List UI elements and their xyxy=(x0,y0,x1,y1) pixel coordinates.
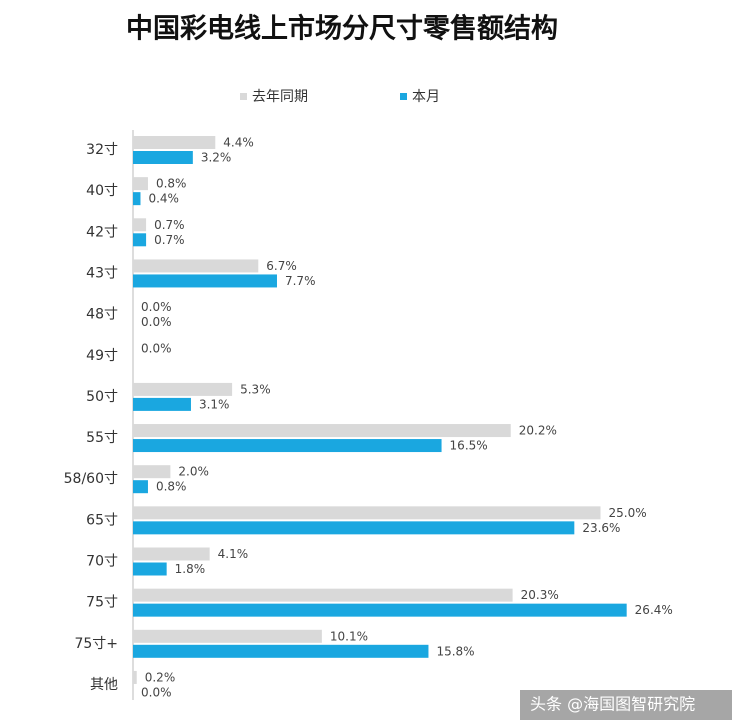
value-label: 20.3% xyxy=(521,588,559,602)
bar xyxy=(133,177,148,191)
value-label: 7.7% xyxy=(285,274,316,288)
y-tick-label: 65寸 xyxy=(86,512,118,528)
legend-swatch xyxy=(400,93,407,100)
value-label: 10.1% xyxy=(330,629,368,643)
value-label: 0.0% xyxy=(141,685,172,699)
value-label: 25.0% xyxy=(609,506,647,520)
value-label: 0.0% xyxy=(141,300,172,314)
y-tick-label: 50寸 xyxy=(86,389,118,405)
value-label: 0.7% xyxy=(154,218,185,232)
y-tick-label: 40寸 xyxy=(86,183,118,199)
y-tick-label: 32寸 xyxy=(86,142,118,158)
y-tick-label: 75寸+ xyxy=(74,636,118,652)
y-tick-label: 42寸 xyxy=(86,224,118,240)
bar xyxy=(133,603,627,617)
value-label: 4.1% xyxy=(218,547,249,561)
bar xyxy=(133,644,429,658)
value-label: 0.4% xyxy=(148,192,179,206)
value-label: 0.8% xyxy=(156,177,187,191)
bar xyxy=(133,465,171,479)
bar xyxy=(133,136,216,149)
y-tick-label: 70寸 xyxy=(86,554,118,570)
bar xyxy=(133,439,442,453)
value-label: 26.4% xyxy=(635,603,673,617)
bar xyxy=(133,192,141,206)
y-tick-label: 43寸 xyxy=(86,265,118,281)
y-tick-label: 75寸 xyxy=(86,595,118,611)
bar xyxy=(133,670,137,684)
value-label: 23.6% xyxy=(582,521,620,535)
value-label: 3.2% xyxy=(201,151,232,165)
bar xyxy=(133,259,259,273)
chart-title: 中国彩电线上市场分尺寸零售额结构 xyxy=(126,13,558,45)
bar xyxy=(133,588,513,602)
value-label: 6.7% xyxy=(266,259,297,273)
value-label: 0.0% xyxy=(141,315,172,329)
value-label: 1.8% xyxy=(175,562,206,576)
y-tick-label: 55寸 xyxy=(86,430,118,446)
bar xyxy=(133,562,167,576)
bar xyxy=(133,397,191,411)
value-label: 0.7% xyxy=(154,233,185,247)
value-label: 2.0% xyxy=(178,465,209,479)
value-label: 3.1% xyxy=(199,397,230,411)
value-label: 15.8% xyxy=(436,644,474,658)
legend-label: 去年同期 xyxy=(252,89,308,105)
bar xyxy=(133,506,601,520)
footer-bg xyxy=(520,690,732,720)
bar xyxy=(133,629,322,643)
bar xyxy=(133,424,511,438)
value-label: 16.5% xyxy=(450,439,488,453)
value-label: 4.4% xyxy=(223,136,254,150)
legend-label: 本月 xyxy=(412,89,440,105)
value-label: 0.0% xyxy=(141,341,172,355)
bar xyxy=(133,480,148,494)
y-tick-label: 49寸 xyxy=(86,348,118,364)
bar xyxy=(133,521,575,535)
y-tick-label: 48寸 xyxy=(86,307,118,323)
bar xyxy=(133,218,147,232)
bar xyxy=(133,382,233,396)
value-label: 0.8% xyxy=(156,480,187,494)
bar xyxy=(133,547,210,561)
y-tick-label: 58/60寸 xyxy=(64,471,118,487)
value-label: 5.3% xyxy=(240,382,270,396)
bar xyxy=(133,151,193,164)
footer: 头条 @海国图智研究院 xyxy=(530,695,695,714)
bar xyxy=(133,274,277,288)
value-label: 20.2% xyxy=(519,424,557,438)
legend-swatch xyxy=(240,93,247,100)
bar xyxy=(133,233,147,247)
y-tick-label: 其他 xyxy=(90,677,118,693)
value-label: 0.2% xyxy=(145,670,176,684)
